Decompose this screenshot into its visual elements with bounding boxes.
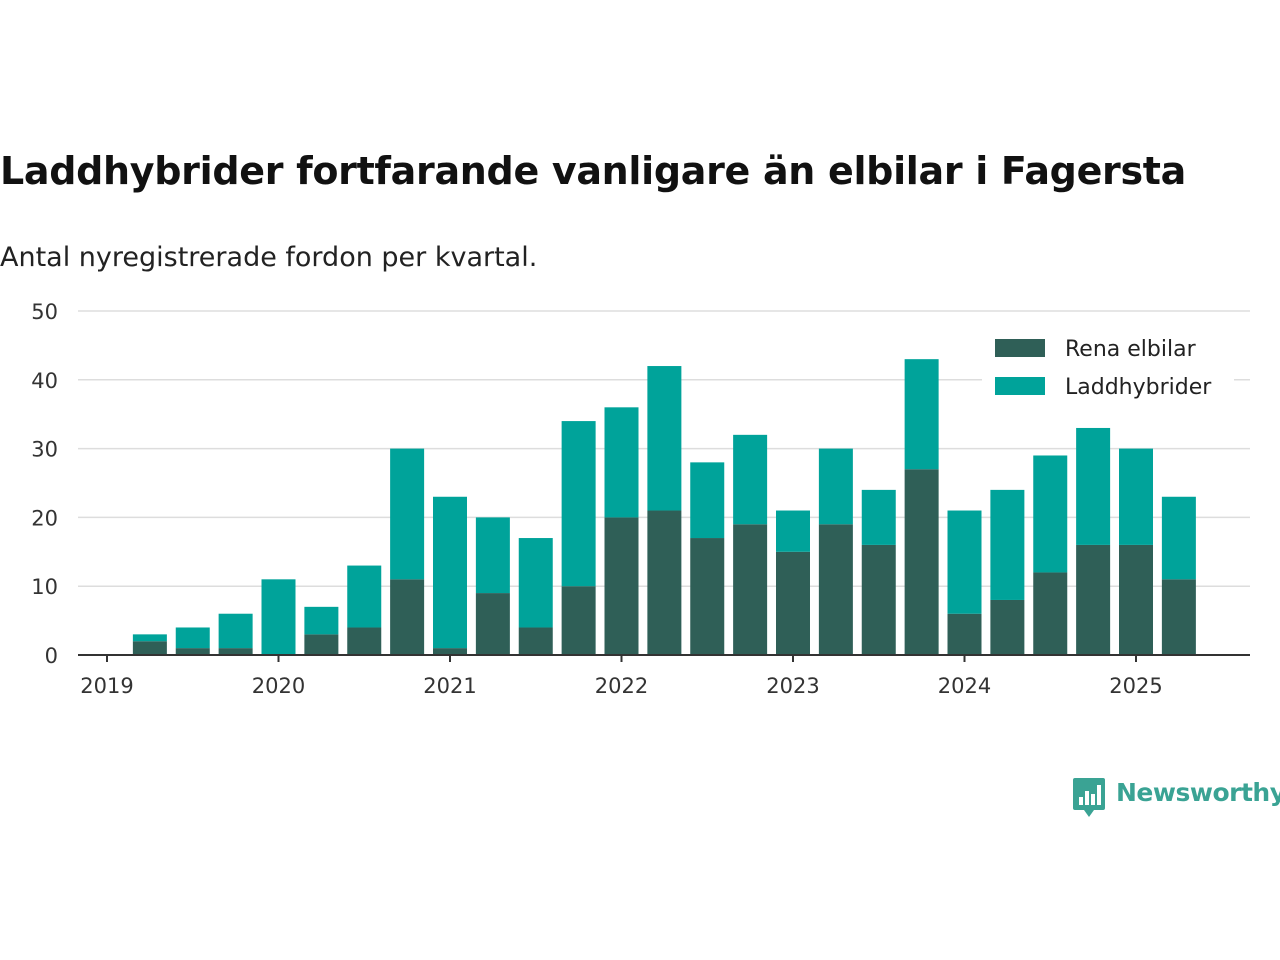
- x-tick-label: 2024: [938, 674, 991, 698]
- chart-title: Laddhybrider fortfarande vanligare än el…: [0, 149, 1187, 193]
- bar-rena-elbilar: [561, 586, 596, 655]
- bar-rena-elbilar: [304, 634, 339, 655]
- y-tick-label: 30: [31, 438, 58, 462]
- bar-rena-elbilar: [690, 538, 725, 655]
- x-axis-ticks: 2019 2020 2021 2022 2023 2024 2025: [80, 655, 1163, 698]
- newsworthy-logo-icon: [1073, 778, 1105, 817]
- bar-rena-elbilar: [861, 544, 896, 655]
- legend-swatch: [995, 339, 1045, 357]
- y-tick-label: 40: [31, 369, 58, 393]
- bar-rena-elbilar: [218, 648, 253, 655]
- bar-laddhybrider: [390, 448, 425, 580]
- bar-laddhybrider: [261, 579, 296, 655]
- bar-laddhybrider: [561, 421, 596, 587]
- bar-laddhybrider: [1076, 427, 1111, 545]
- bar-rena-elbilar: [947, 613, 982, 655]
- bar-laddhybrider: [776, 510, 810, 552]
- bar-laddhybrider: [475, 517, 510, 594]
- bar-laddhybrider: [347, 565, 382, 628]
- bar-laddhybrider: [175, 627, 210, 649]
- bar-laddhybrider: [733, 434, 768, 525]
- bar-rena-elbilar: [1119, 544, 1153, 655]
- bar-laddhybrider: [990, 489, 1025, 600]
- bar-laddhybrider: [1119, 448, 1153, 545]
- y-tick-label: 0: [45, 644, 58, 668]
- bar-rena-elbilar: [1161, 579, 1196, 655]
- bar-laddhybrider: [904, 359, 939, 470]
- bar-rena-elbilar: [1033, 572, 1068, 655]
- bar-laddhybrider: [218, 613, 253, 649]
- bar-laddhybrider: [518, 538, 553, 628]
- bar-rena-elbilar: [390, 579, 425, 655]
- y-axis-ticks: 0 10 20 30 40 50: [31, 300, 58, 668]
- bar-laddhybrider: [690, 462, 725, 539]
- x-tick-label: 2019: [80, 674, 133, 698]
- bar-laddhybrider: [304, 606, 339, 635]
- newsworthy-logo: Newsworthy: [1072, 776, 1280, 820]
- bar-rena-elbilar: [604, 517, 639, 655]
- legend-label: Rena elbilar: [1065, 337, 1197, 362]
- bar-rena-elbilar: [433, 648, 467, 655]
- bar-rena-elbilar: [518, 627, 553, 655]
- y-tick-label: 10: [31, 575, 58, 599]
- y-tick-label: 20: [31, 506, 58, 530]
- bar-rena-elbilar: [647, 510, 682, 655]
- y-tick-label: 50: [31, 300, 58, 324]
- bar-laddhybrider: [604, 407, 639, 518]
- bar-rena-elbilar: [475, 593, 510, 655]
- legend: Rena elbilar Laddhybrider: [982, 328, 1234, 408]
- bar-rena-elbilar: [776, 551, 810, 655]
- x-tick-label: 2022: [595, 674, 648, 698]
- bar-laddhybrider: [818, 448, 853, 525]
- legend-label: Laddhybrider: [1065, 375, 1212, 400]
- bar-rena-elbilar: [990, 599, 1025, 655]
- bar-laddhybrider: [132, 634, 167, 642]
- bar-rena-elbilar: [175, 648, 210, 655]
- bar-rena-elbilar: [347, 627, 382, 655]
- chart-subtitle: Antal nyregistrerade fordon per kvartal.: [0, 242, 538, 273]
- x-tick-label: 2025: [1109, 674, 1162, 698]
- bar-rena-elbilar: [132, 641, 167, 655]
- legend-swatch: [995, 377, 1045, 395]
- bar-laddhybrider: [433, 496, 467, 649]
- brand-name: Newsworthy: [1116, 778, 1280, 807]
- x-tick-label: 2023: [766, 674, 819, 698]
- bar-laddhybrider: [1161, 496, 1196, 580]
- bar-laddhybrider: [647, 366, 682, 511]
- bar-rena-elbilar: [733, 524, 768, 655]
- bars: [132, 359, 1196, 655]
- bar-rena-elbilar: [1076, 544, 1111, 655]
- x-tick-label: 2020: [252, 674, 305, 698]
- bar-rena-elbilar: [818, 524, 853, 655]
- x-tick-label: 2021: [423, 674, 476, 698]
- bar-laddhybrider: [947, 510, 982, 614]
- bar-laddhybrider: [861, 489, 896, 545]
- bar-laddhybrider: [1033, 455, 1068, 573]
- bar-rena-elbilar: [904, 469, 939, 655]
